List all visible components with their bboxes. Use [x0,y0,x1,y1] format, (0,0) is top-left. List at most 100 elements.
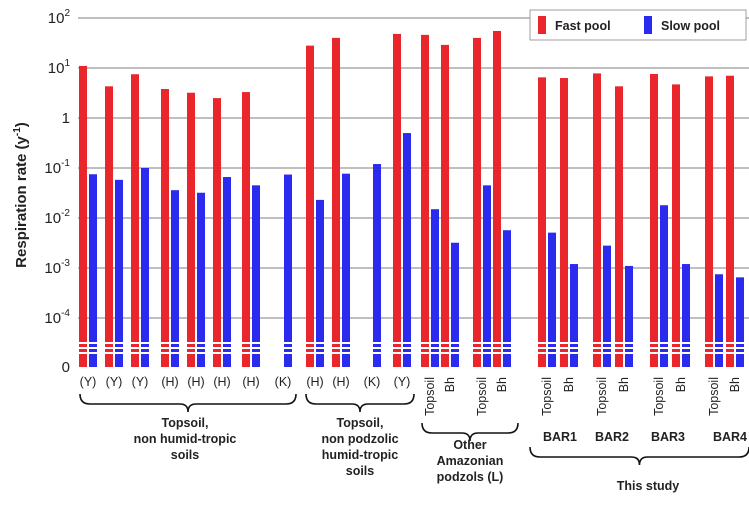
bar-fast-pool [650,73,658,367]
bar-fast-pool [393,33,401,368]
y-tick-label: 0 [62,359,70,376]
bar-slow-pool [197,192,205,367]
category-label: (K) [275,375,292,389]
category-label: (Y) [80,375,97,389]
bar-fast-pool [306,45,314,368]
group-label: podzols (L) [437,470,504,484]
subgroup-label: BAR2 [595,430,629,444]
category-label: Bh [617,377,631,392]
group-label: non humid-tropic [134,432,237,446]
bar-fast-pool [332,37,340,367]
group-label: soils [171,448,200,462]
category-label: Topsoil [540,377,554,416]
bar-fast-pool [161,89,169,368]
group-brace [79,393,297,413]
bar-fast-pool [79,65,87,368]
subgroup-label: BAR4 [713,430,747,444]
bar-fast-pool [213,98,221,367]
bar-fast-pool [726,75,734,368]
legend-box [529,9,747,41]
category-label: Bh [562,377,576,392]
bar-fast-pool [441,44,449,368]
category-label: (H) [242,375,259,389]
bar-slow-pool [483,185,491,367]
subgroup-label: BAR1 [543,430,577,444]
category-label: (H) [332,375,349,389]
bar-slow-pool [223,177,231,367]
group-label: humid-tropic [322,448,398,462]
category-label: Topsoil [423,377,437,416]
bar-slow-pool [431,209,439,367]
category-label: Topsoil [652,377,666,416]
category-label: Bh [674,377,688,392]
category-label: Topsoil [595,377,609,416]
group-label: This study [617,479,680,493]
category-label: (Y) [132,375,149,389]
category-label: (H) [187,375,204,389]
legend-swatch-slow [644,16,652,34]
y-tick-label: 10-3 [44,258,70,277]
bar-slow-pool [284,174,292,367]
bar-slow-pool [141,168,149,367]
bar-slow-pool [682,264,690,367]
y-tick-label: 1 [62,110,70,127]
category-label: Bh [443,377,457,392]
category-label: Topsoil [707,377,721,416]
y-tick-label: 10-4 [44,308,70,327]
group-label: non podzolic [321,432,398,446]
bar-slow-pool [115,179,123,367]
bar-slow-pool [403,133,411,367]
bar-slow-pool [625,265,633,367]
category-label: (Y) [106,375,123,389]
y-tick-label: 102 [48,8,71,27]
bar-fast-pool [615,86,623,368]
bar-fast-pool [672,84,680,367]
bar-slow-pool [451,242,459,367]
bar-fast-pool [242,92,250,367]
bar-slow-pool [503,230,511,367]
category-label: (K) [364,375,381,389]
bar-slow-pool [660,205,668,367]
category-label: (Y) [394,375,411,389]
category-label: Bh [495,377,509,392]
bar-fast-pool [421,34,429,367]
group-label: soils [346,464,375,478]
bar-slow-pool [342,173,350,367]
category-label: (H) [306,375,323,389]
bar-fast-pool [131,74,139,367]
y-axis-label: Respiration rate (y-1) [12,122,30,268]
bar-fast-pool [560,78,568,368]
y-tick-label: 101 [48,58,71,77]
legend-swatch-fast [538,16,546,34]
bar-fast-pool [593,73,601,368]
bar-fast-pool [538,77,546,367]
bar-slow-pool [373,164,381,367]
bar-slow-pool [715,274,723,367]
bar-fast-pool [705,76,713,367]
category-label: Topsoil [475,377,489,416]
bar-fast-pool [105,86,113,368]
bar-slow-pool [570,264,578,367]
group-brace [529,446,749,466]
bar-slow-pool [603,245,611,367]
bar-fast-pool [493,30,501,367]
category-label: (H) [213,375,230,389]
bar-slow-pool [252,185,260,367]
y-tick-label: 10-1 [44,158,70,177]
subgroup-label: BAR3 [651,430,685,444]
category-label: (H) [161,375,178,389]
legend-label-slow: Slow pool [661,19,720,33]
bar-fast-pool [473,37,481,367]
bar-slow-pool [548,232,556,367]
group-label: Amazonian [437,454,504,468]
group-brace [421,422,519,442]
bar-slow-pool [171,190,179,367]
group-brace [305,393,415,413]
bar-slow-pool [89,174,97,367]
category-label: Bh [728,377,742,392]
bar-slow-pool [316,199,324,367]
y-tick-label: 10-2 [44,208,70,227]
group-label: Topsoil, [162,416,209,430]
